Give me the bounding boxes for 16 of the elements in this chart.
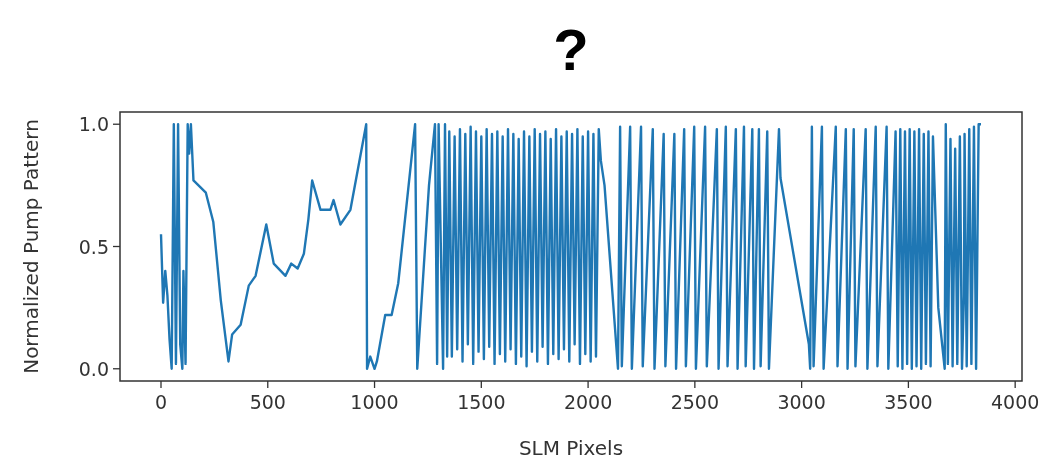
y-tick-label: 1.0 [78, 113, 109, 136]
x-axis-title: SLM Pixels [518, 436, 624, 460]
x-tick-label: 2500 [670, 391, 720, 413]
x-tick-label: 2000 [563, 391, 613, 413]
y-tick-label: 0.0 [78, 357, 109, 380]
x-tick-label: 3500 [884, 391, 933, 413]
x-tick-label: 3000 [777, 391, 826, 413]
x-tick-label: 500 [249, 391, 286, 413]
x-tick-label: 1500 [457, 391, 506, 413]
y-axis-title: Normalized Pump Pattern [19, 119, 43, 374]
x-tick-label: 4000 [990, 391, 1040, 413]
x-tick-label: 1000 [350, 391, 399, 413]
x-tick-label: 0 [154, 391, 168, 413]
chart-title: ? [553, 17, 589, 82]
line-series [159, 123, 983, 370]
y-tick-label: 0.5 [78, 235, 109, 258]
